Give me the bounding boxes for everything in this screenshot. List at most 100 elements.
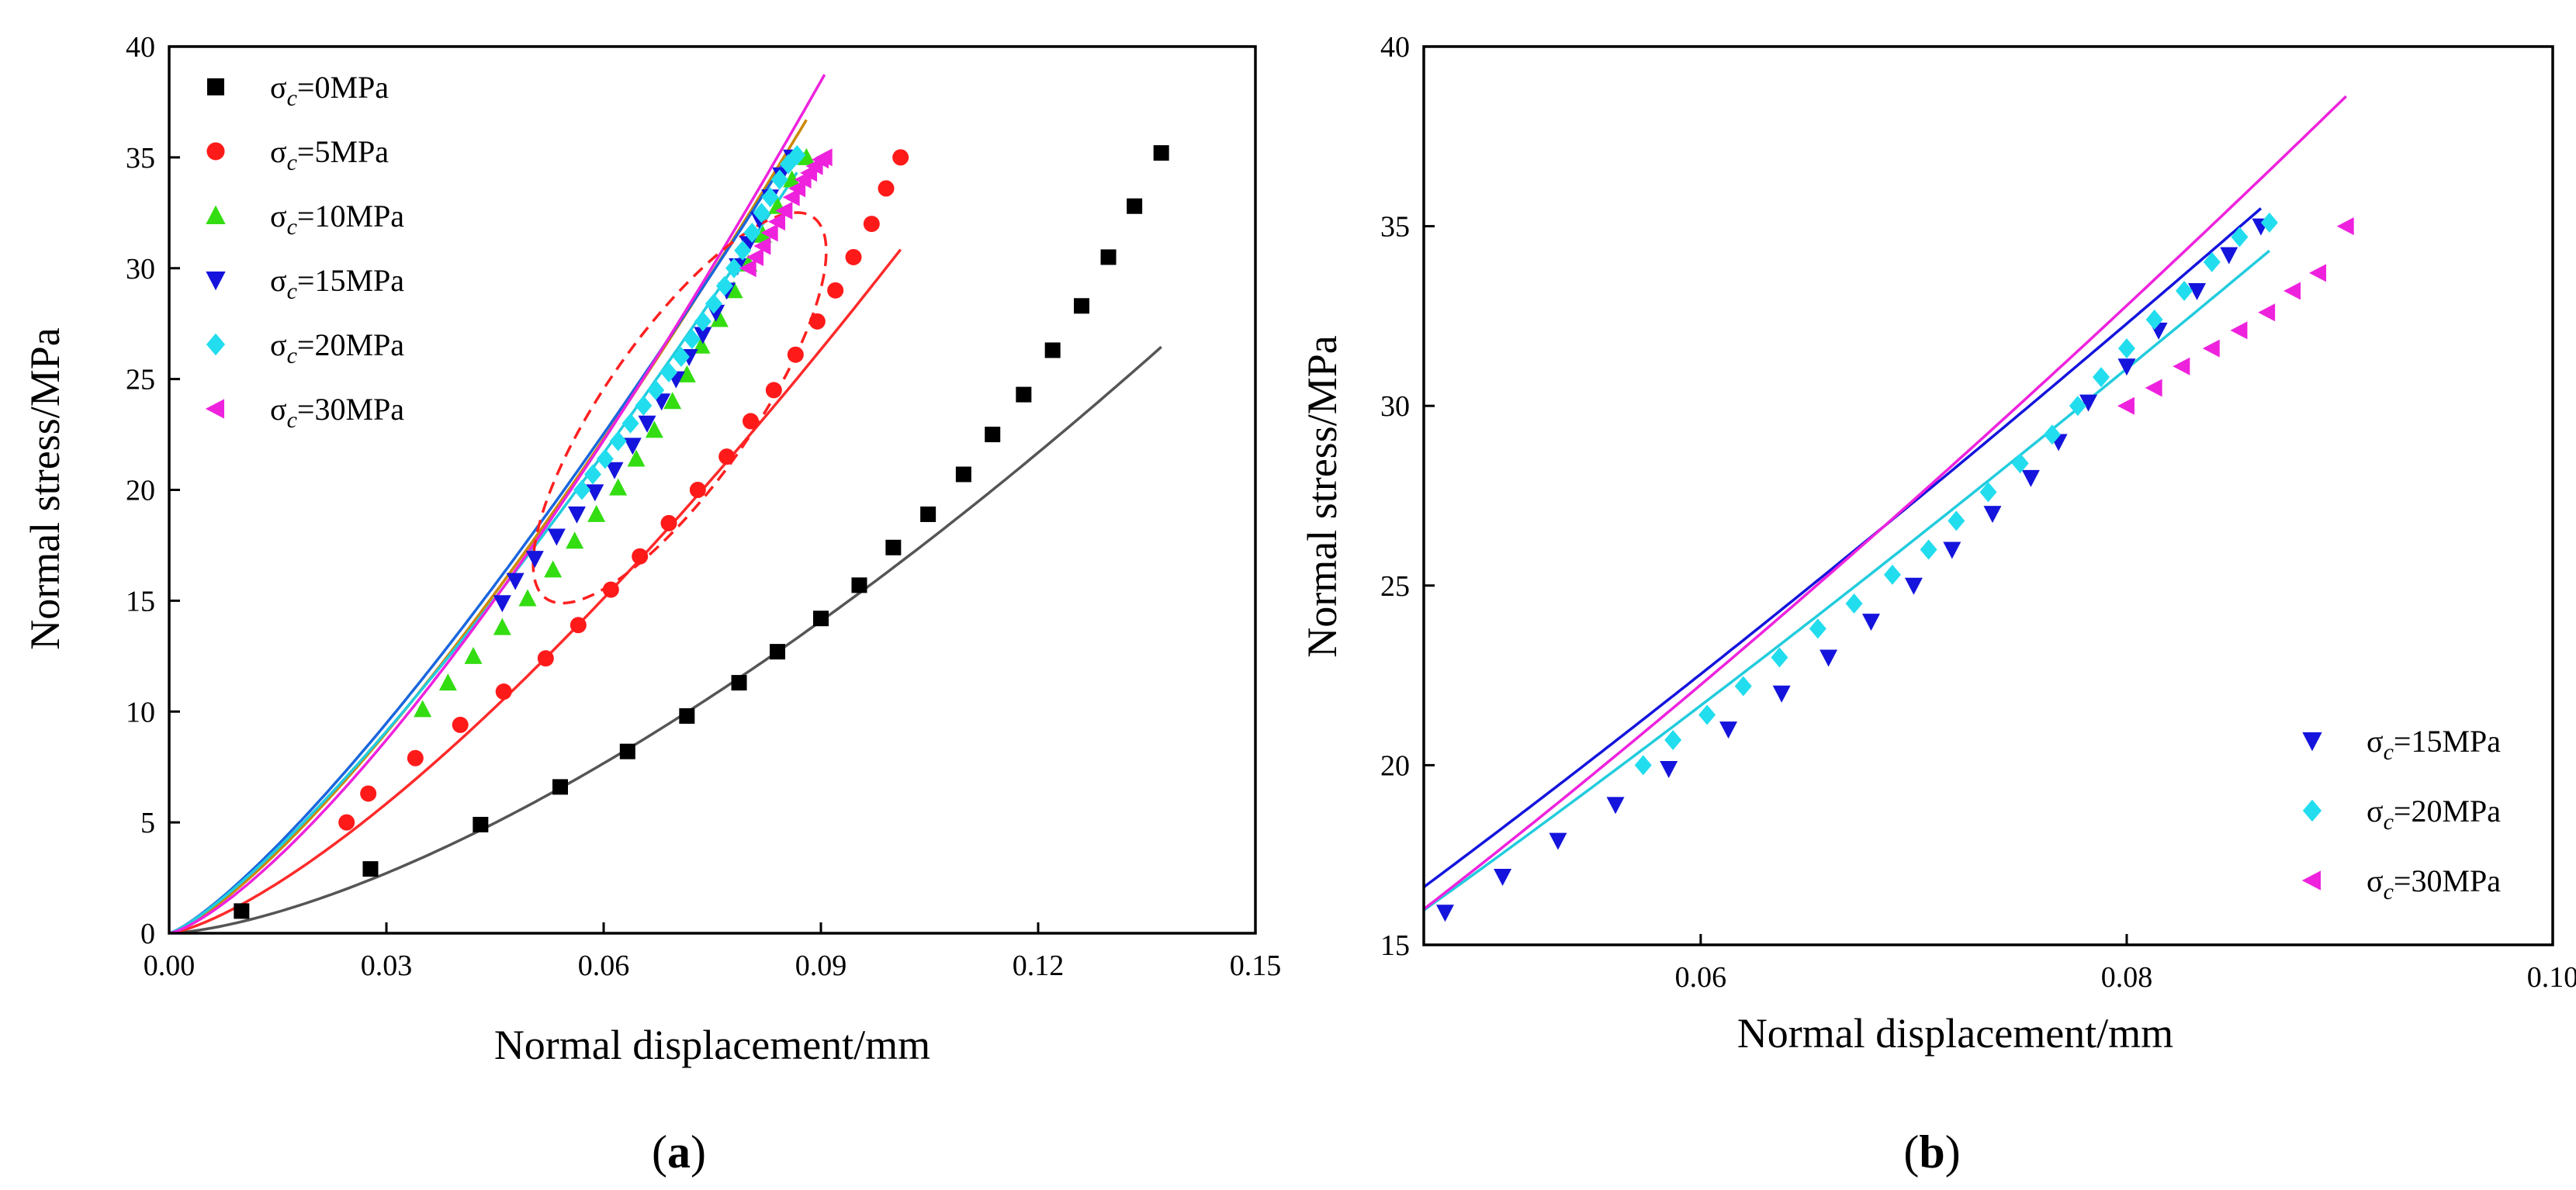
data-point: [464, 646, 483, 664]
data-point: [493, 617, 511, 635]
panel-label: (b): [1903, 1126, 1960, 1178]
data-point: [1809, 618, 1826, 639]
legend-marker: [206, 205, 226, 224]
data-point: [586, 484, 604, 502]
data-point: [2021, 469, 2040, 487]
fit-curve-15MPa: [1424, 207, 2263, 888]
legend-symbol: σ: [2367, 724, 2384, 759]
data-point: [1127, 198, 1143, 214]
data-point: [827, 282, 844, 299]
x-axis-label: Normal displacement/mm: [494, 1022, 930, 1068]
data-point: [621, 413, 639, 434]
data-point: [797, 147, 815, 165]
legend-value: =20MPa: [2394, 794, 2501, 829]
legend-label: σc=10MPa: [270, 199, 404, 240]
data-point: [878, 180, 895, 197]
x-tick-label: 0.00: [144, 950, 196, 982]
data-point: [566, 531, 584, 549]
y-tick-label: 20: [1380, 749, 1410, 782]
data-point: [731, 675, 747, 691]
legend-label: σc=20MPa: [2367, 794, 2501, 835]
data-point: [813, 611, 829, 627]
data-point: [746, 247, 763, 266]
data-point: [753, 237, 771, 255]
data-point: [734, 240, 752, 261]
data-point: [1943, 541, 1961, 559]
data-point: [596, 448, 614, 469]
y-tick-label: 30: [126, 253, 155, 285]
legend-label: σc=30MPa: [2367, 863, 2501, 905]
data-point: [1920, 539, 1937, 560]
chart-panel-b: 0.06 0.08 0.10 15 20 25 30 35 40 Normal displacem…: [1299, 31, 2576, 1178]
series-15MPa: [493, 149, 802, 613]
data-point: [985, 427, 1001, 443]
y-tick-label: 35: [1380, 211, 1410, 244]
data-point: [2173, 357, 2190, 375]
panel-paren: (: [652, 1126, 667, 1178]
data-point: [2283, 282, 2301, 300]
y-axis-label: Normal stress/MPa: [22, 327, 68, 650]
data-point: [360, 785, 377, 802]
data-point: [683, 329, 701, 350]
data-point: [1435, 905, 1454, 922]
data-point: [1862, 614, 1881, 631]
data-point: [851, 577, 867, 593]
data-point: [660, 362, 677, 383]
data-point: [438, 673, 457, 691]
legend-value: =15MPa: [297, 263, 404, 298]
series-5MPa: [338, 149, 909, 831]
legend-subscript: c: [287, 278, 297, 304]
data-point: [782, 188, 800, 206]
y-tick-label: 30: [1380, 390, 1410, 423]
y-tick-label: 0: [140, 918, 155, 950]
data-point: [845, 248, 862, 265]
legend-marker: [207, 78, 224, 95]
data-point: [584, 464, 601, 485]
data-point: [570, 617, 587, 634]
series-0MPa: [234, 145, 1169, 919]
data-point: [2093, 367, 2110, 388]
legend-value: =10MPa: [297, 199, 404, 234]
fit-curve-5MPa: [169, 248, 902, 933]
data-point: [547, 528, 566, 546]
legend-value: =20MPa: [297, 327, 404, 362]
chart-panel-a: 0.00 0.03 0.06 0.09 0.12 0.15 0 5 10 15 20 25 30 35 40…: [22, 31, 1281, 1178]
fit-curve-30MPa: [1424, 95, 2347, 911]
data-point: [518, 589, 537, 607]
data-point: [1979, 482, 1997, 503]
data-point: [808, 313, 826, 330]
legend-symbol: σ: [2367, 794, 2384, 829]
data-point: [770, 644, 785, 660]
data-point: [2011, 453, 2029, 474]
data-point: [1634, 755, 1652, 776]
data-point: [768, 213, 785, 231]
legend-subscript: c: [287, 85, 297, 111]
data-point: [645, 420, 663, 438]
data-point: [660, 514, 677, 531]
legend-value: =30MPa: [297, 392, 404, 427]
legend-subscript: c: [287, 343, 297, 368]
series-20MPa: [573, 145, 806, 500]
data-point: [2336, 217, 2354, 236]
y-tick-label: 20: [126, 475, 155, 507]
data-point: [2176, 280, 2193, 301]
legend-marker: [2301, 870, 2321, 891]
data-point: [1948, 510, 1965, 531]
legend-value: =15MPa: [2394, 724, 2501, 759]
data-point: [1100, 249, 1117, 265]
legend-label: σc=15MPa: [270, 263, 404, 304]
data-point: [234, 903, 250, 919]
data-point: [452, 716, 469, 733]
data-point: [1734, 676, 1752, 697]
fit-curve-30MPa: [169, 74, 826, 933]
legend-symbol: σ: [270, 70, 287, 105]
data-point: [788, 179, 806, 198]
data-point: [2258, 303, 2276, 322]
legend: σc=0MPaσc=5MPaσc=10MPaσc=15MPaσc=20MPaσc…: [205, 70, 404, 433]
fit-curve-10MPa: [169, 119, 808, 933]
data-point: [2043, 424, 2061, 445]
data-point: [955, 466, 971, 483]
legend-marker: [206, 272, 226, 291]
data-point: [815, 148, 833, 167]
data-point: [338, 814, 355, 831]
